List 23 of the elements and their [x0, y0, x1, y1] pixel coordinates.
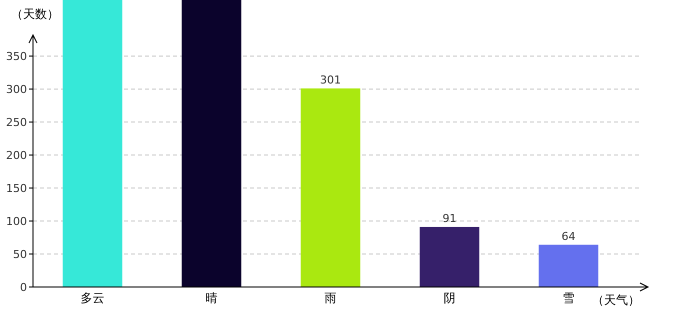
x-tick-label: 晴: [206, 291, 218, 305]
y-tick-label: 350: [6, 50, 27, 64]
bar: [182, 0, 242, 287]
y-tick-label: 300: [6, 83, 27, 96]
x-tick-label: 雨: [324, 291, 336, 305]
bar: [420, 226, 480, 287]
x-tick-label: 阴: [444, 291, 456, 305]
bar: [300, 88, 360, 287]
bar: [62, 0, 122, 287]
y-tick-label: 200: [6, 149, 27, 162]
x-tick-label: 多云: [80, 291, 104, 305]
data-label: 91: [442, 212, 456, 225]
bar: [538, 244, 598, 287]
y-tick-label: 250: [6, 116, 27, 130]
x-axis-title: （天气）: [592, 293, 640, 307]
y-tick-label: 50: [13, 248, 27, 262]
x-tick-label: 雪: [562, 291, 574, 305]
y-tick-label: 0: [20, 281, 27, 294]
y-tick-label: 100: [6, 215, 27, 228]
y-tick-label: 150: [6, 182, 27, 196]
data-label: 301: [320, 73, 341, 86]
data-label: 64: [562, 230, 576, 243]
y-axis-title: （天数）: [11, 7, 59, 21]
